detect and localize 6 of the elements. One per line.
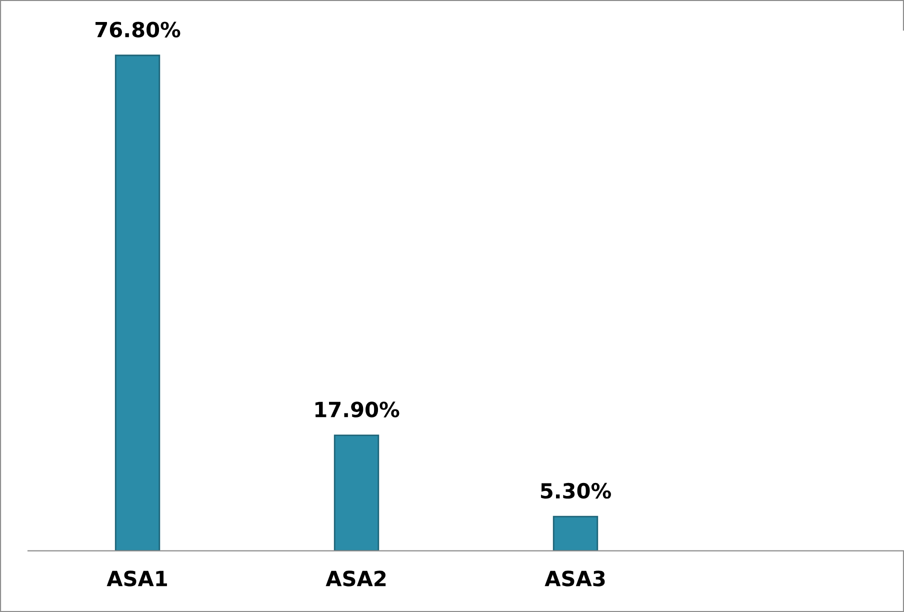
x-tick-label: ASA2 <box>326 570 386 586</box>
data-label: 5.30% <box>540 482 611 499</box>
data-label: 76.80% <box>96 22 180 38</box>
x-tick-label: ASA1 <box>106 570 167 586</box>
data-label: 17.90% <box>315 402 400 418</box>
x-tick-label: ASA3 <box>544 570 605 586</box>
